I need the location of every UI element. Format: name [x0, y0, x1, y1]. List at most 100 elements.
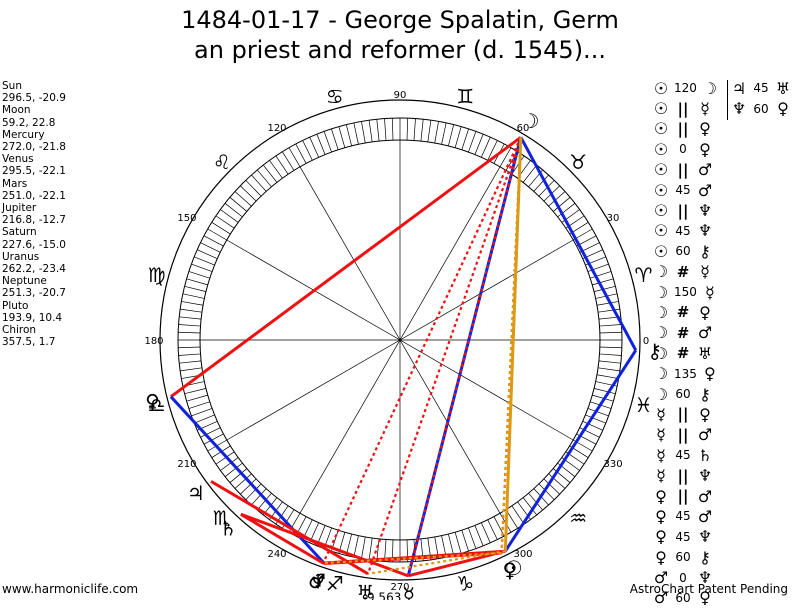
aspect-type: 135	[674, 366, 697, 381]
degree-tick	[338, 126, 346, 148]
degree-tick	[186, 278, 208, 286]
aspect-planet-1: ♃	[731, 78, 747, 98]
aspect-planet-1: ☽	[653, 262, 669, 282]
degree-label: 330	[603, 459, 622, 470]
degree-tick	[211, 222, 231, 235]
degree-tick	[427, 120, 432, 142]
aspect-planet-2: ♀	[699, 119, 711, 139]
aspect-row: ♀ 45 ♂	[652, 506, 727, 526]
planet-coords: 251.0, -22.1	[2, 189, 66, 202]
aspect-line	[503, 137, 523, 552]
degree-tick	[203, 433, 224, 445]
degree-tick	[522, 164, 537, 183]
degree-tick	[229, 468, 248, 483]
degree-tick	[234, 473, 252, 489]
degree-tick	[582, 421, 603, 431]
degree-label: 270	[390, 582, 409, 593]
planet-coords: 357.5, 1.7	[2, 336, 56, 349]
degree-tick	[474, 525, 484, 546]
degree-tick	[598, 308, 620, 313]
aspect-planet-2: ♂	[697, 486, 713, 506]
degree-tick	[528, 492, 543, 511]
degree-tick	[413, 118, 416, 141]
degree-tick	[522, 497, 537, 516]
aspect-type: 0	[679, 570, 687, 585]
degree-tick	[420, 119, 424, 142]
planet-glyph-neptune: ♆	[309, 570, 327, 594]
aspect-type: ||	[677, 119, 689, 138]
tick-ring-outer	[177, 117, 623, 563]
degree-label: 240	[267, 549, 286, 560]
aspect-planet-1: ☉	[653, 201, 669, 221]
zodiac-sign-glyph: ♍	[148, 263, 166, 287]
aspect-type: #	[676, 262, 690, 281]
aspect-planet-2: ⚷	[699, 241, 711, 261]
degree-label: 210	[177, 459, 196, 470]
aspect-row: ☉ || ♆	[652, 200, 727, 220]
degree-tick	[184, 285, 207, 292]
degree-tick	[448, 124, 455, 147]
degree-tick	[178, 331, 201, 334]
planet-position-list: Sun 296.5, -20.9 Moon 59.2, 22.8 Mercury…	[2, 80, 112, 348]
aspect-type: ||	[677, 201, 689, 220]
degree-tick	[468, 527, 477, 549]
degree-tick	[181, 301, 204, 306]
planet-name: Sun	[2, 80, 22, 92]
degree-tick	[257, 169, 272, 188]
degree-tick	[499, 147, 512, 167]
degree-tick	[234, 191, 252, 207]
degree-tick	[596, 374, 619, 379]
degree-tick	[376, 119, 380, 142]
degree-tick	[215, 215, 235, 229]
aspect-row: ☉ 0 ♀	[652, 139, 727, 159]
zodiac-sign-glyph: ♎	[148, 393, 166, 417]
aspect-planet-2: ☽	[702, 78, 718, 98]
aspect-type: 60	[675, 387, 691, 402]
aspect-planet-2: ♂	[697, 323, 713, 343]
degree-tick	[587, 408, 609, 417]
website-link[interactable]: www.harmoniclife.com	[2, 582, 139, 596]
aspect-row: ♆ 60 ♀	[730, 98, 798, 118]
planet-glyph-pluto: ♀	[145, 389, 160, 413]
degree-tick	[251, 174, 267, 192]
degree-tick	[275, 155, 289, 175]
degree-tick	[323, 131, 332, 153]
aspect-line	[367, 550, 506, 575]
aspect-line	[406, 136, 523, 577]
degree-tick	[368, 120, 373, 142]
aspect-row: ☽ # ♀	[652, 302, 727, 322]
aspect-row: ♀ 45 ♆	[652, 527, 727, 547]
degree-tick	[194, 414, 215, 424]
planet-name: Jupiter	[2, 202, 37, 215]
degree-tick	[434, 121, 439, 144]
degree-label: 60	[517, 123, 530, 134]
degree-tick	[215, 451, 235, 465]
planet-coords: 295.5, -22.1	[2, 165, 66, 178]
aspect-planet-2: ♂	[697, 160, 713, 180]
zodiac-sign-glyph: ♉	[569, 150, 587, 174]
aspect-planet-2: ♅	[775, 78, 791, 98]
aspect-type: #	[676, 303, 690, 322]
degree-tick	[345, 124, 352, 147]
aspect-type: 0	[679, 142, 687, 157]
degree-tick	[245, 180, 262, 197]
planet-name: Neptune	[2, 275, 47, 288]
aspect-row: ☽ 60 ⚷	[652, 384, 727, 404]
aspect-planet-1: ☉	[653, 119, 669, 139]
aspect-row: ☽ # ♂	[652, 323, 727, 343]
aspect-type: 120	[674, 81, 697, 96]
zodiac-sign-glyph: ♐	[326, 571, 344, 595]
planet-glyph-moon: ☽	[522, 109, 540, 133]
degree-tick	[598, 367, 620, 372]
aspect-type: ||	[677, 99, 689, 118]
degree-tick	[448, 533, 455, 556]
aspect-type: 45	[675, 183, 691, 198]
planet-name: Moon	[2, 104, 31, 117]
degree-tick	[184, 388, 207, 395]
degree-tick	[461, 530, 469, 552]
zodiac-sign-glyph: ♒	[569, 506, 587, 530]
degree-tick	[295, 143, 307, 164]
aspect-planet-2: ⚷	[699, 547, 711, 567]
aspect-row: ☽ 150 ☿	[652, 282, 727, 302]
wheel-labels: 0 30 60 90 120 150 180 210 240 270 300 330 ♈ ♉ ♊ ♋ ♌ ♍ ♎ ♏ ♐…	[144, 85, 662, 600]
